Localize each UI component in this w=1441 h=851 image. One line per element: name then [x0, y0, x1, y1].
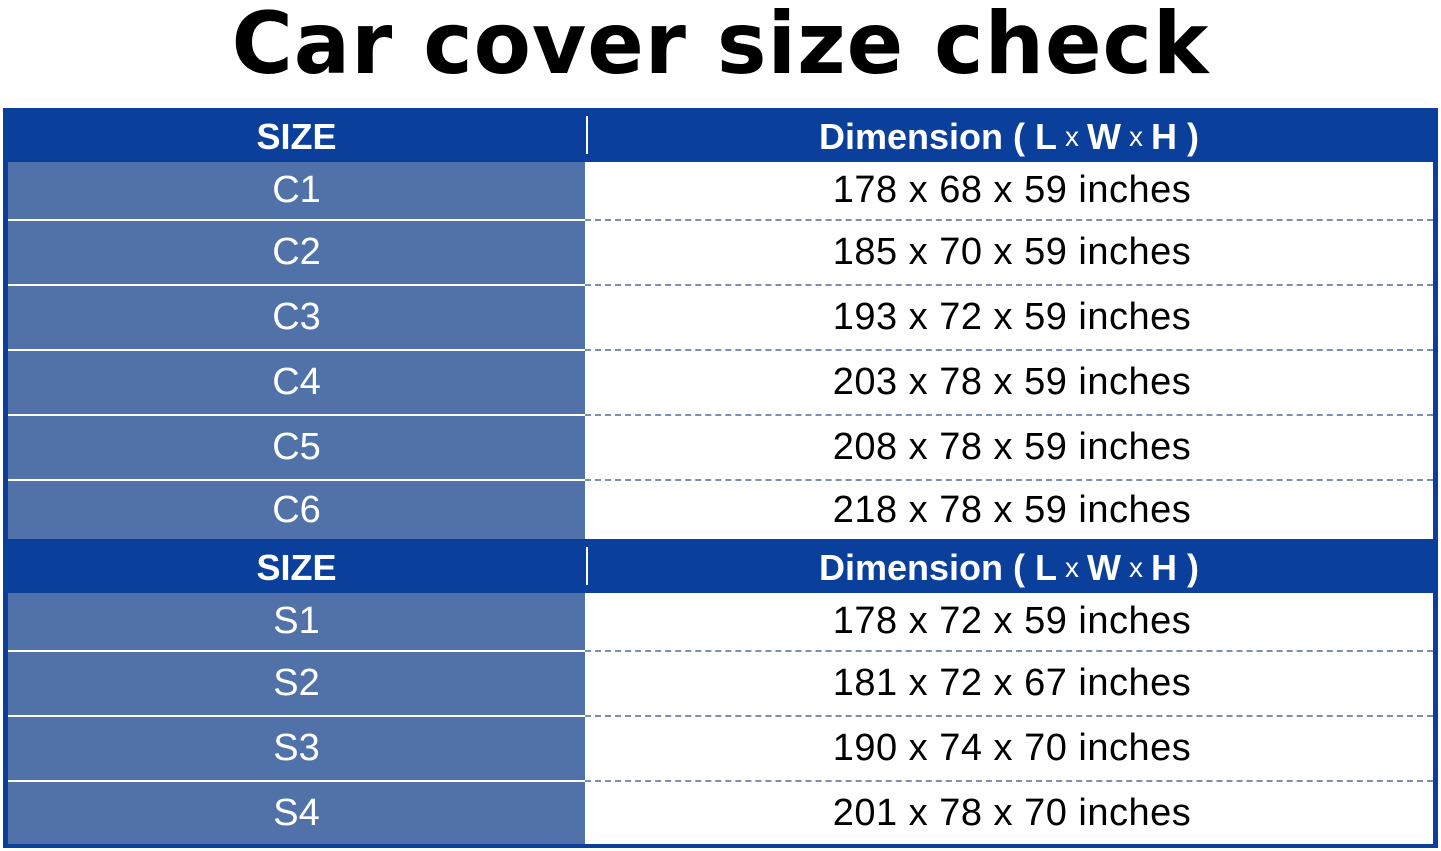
- dimension-cell: 178 x 72 x 59 inches: [585, 593, 1433, 652]
- dimension-cell: 208 x 78 x 59 inches: [585, 416, 1433, 481]
- dimension-cell: 181 x 72 x 67 inches: [585, 652, 1433, 717]
- table-row: C5 208 x 78 x 59 inches: [8, 416, 1433, 481]
- table-row: S4 201 x 78 x 70 inches: [8, 782, 1433, 844]
- header-x: x: [1065, 552, 1080, 583]
- header-dimension-label: Dimension (: [818, 547, 1025, 588]
- dimension-cell: 201 x 78 x 70 inches: [585, 782, 1433, 844]
- table-row: S2 181 x 72 x 67 inches: [8, 652, 1433, 717]
- header-h: H ): [1151, 116, 1199, 157]
- header-w: W: [1087, 547, 1121, 588]
- size-cell: C5: [8, 416, 585, 481]
- dimension-cell: 185 x 70 x 59 inches: [585, 221, 1433, 286]
- size-cell: S2: [8, 652, 585, 717]
- header-x: x: [1065, 121, 1080, 152]
- header-l: L: [1035, 547, 1058, 588]
- table-row: C1 178 x 68 x 59 inches: [8, 162, 1433, 221]
- page-title: Car cover size check: [231, 0, 1210, 94]
- header-w: W: [1087, 116, 1121, 157]
- size-cell: C3: [8, 286, 585, 351]
- header-divider: [586, 547, 588, 585]
- dimension-cell: 178 x 68 x 59 inches: [585, 162, 1433, 221]
- header-size: SIZE: [256, 547, 337, 588]
- table-row: S3 190 x 74 x 70 inches: [8, 717, 1433, 782]
- header-x: x: [1129, 121, 1143, 152]
- header-x: x: [1129, 552, 1143, 583]
- dimension-cell: 218 x 78 x 59 inches: [585, 481, 1433, 539]
- size-cell: S1: [8, 593, 585, 652]
- header-dimension-label: Dimension (: [818, 116, 1025, 157]
- dimension-cell: 193 x 72 x 59 inches: [585, 286, 1433, 351]
- dimension-cell: 190 x 74 x 70 inches: [585, 717, 1433, 782]
- size-cell: C4: [8, 351, 585, 416]
- size-cell: C1: [8, 162, 585, 221]
- header-size: SIZE: [256, 116, 337, 157]
- size-cell: S3: [8, 717, 585, 782]
- table-row: C3 193 x 72 x 59 inches: [8, 286, 1433, 351]
- size-cell: C2: [8, 221, 585, 286]
- dimension-cell: 203 x 78 x 59 inches: [585, 351, 1433, 416]
- size-cell: S4: [8, 782, 585, 844]
- header-h: H ): [1151, 547, 1199, 588]
- table-row: C2 185 x 70 x 59 inches: [8, 221, 1433, 286]
- header-divider: [586, 116, 588, 154]
- table-row: C6 218 x 78 x 59 inches: [8, 481, 1433, 539]
- table-row: C4 203 x 78 x 59 inches: [8, 351, 1433, 416]
- size-cell: C6: [8, 481, 585, 539]
- header-l: L: [1035, 116, 1058, 157]
- table-row: S1 178 x 72 x 59 inches: [8, 593, 1433, 652]
